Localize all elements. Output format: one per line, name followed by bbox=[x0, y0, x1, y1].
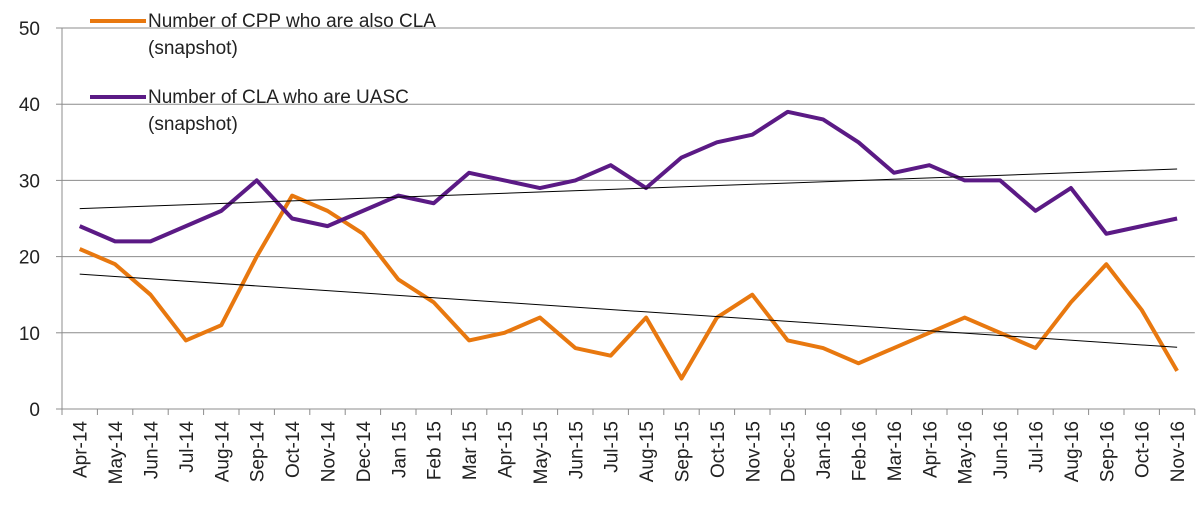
x-tick-label: Dec-15 bbox=[779, 421, 800, 482]
x-tick-label: Aug-14 bbox=[212, 421, 233, 483]
x-tick-label: Feb 15 bbox=[425, 421, 446, 480]
x-tick-label: Nov-16 bbox=[1168, 421, 1189, 482]
x-tick-label: Jul-16 bbox=[1027, 421, 1048, 473]
x-tick-label: Jun-14 bbox=[142, 421, 163, 480]
x-tick-label: Jan 15 bbox=[389, 421, 410, 478]
x-tick-label: Aug-15 bbox=[637, 421, 658, 482]
y-tick-label: 30 bbox=[19, 171, 40, 192]
legend-label: Number of CPP who are also CLA (snapshot… bbox=[148, 11, 435, 59]
x-tick-label: Sep-16 bbox=[1097, 421, 1118, 482]
x-tick-label: Jan-16 bbox=[814, 421, 835, 479]
x-tick-label: May-15 bbox=[531, 421, 552, 484]
y-tick-label: 0 bbox=[29, 400, 40, 421]
x-tick-label: Apr-14 bbox=[71, 421, 92, 478]
x-tick-label: Jun-16 bbox=[991, 421, 1012, 479]
x-tick-label: Sep-14 bbox=[248, 421, 269, 483]
legend-label: Number of CLA who are UASC (snapshot) bbox=[148, 87, 409, 135]
x-tick-label: Dec-14 bbox=[354, 421, 375, 483]
y-tick-label: 50 bbox=[19, 19, 40, 40]
x-tick-label: Mar 15 bbox=[460, 421, 481, 480]
x-tick-label: Nov-15 bbox=[743, 421, 764, 482]
legend-swatch bbox=[90, 19, 146, 23]
x-tick-label: Aug-16 bbox=[1062, 421, 1083, 482]
line-series bbox=[78, 109, 1178, 244]
x-tick-label: Apr-15 bbox=[496, 421, 517, 478]
x-tick-label: May-16 bbox=[956, 421, 977, 484]
y-tick-label: 40 bbox=[19, 95, 40, 116]
trendline bbox=[79, 273, 1178, 348]
x-tick-label: Jun-15 bbox=[566, 421, 587, 479]
x-tick-label: Apr-16 bbox=[920, 421, 941, 478]
legend-swatch bbox=[90, 95, 146, 99]
y-tick-label: 20 bbox=[19, 248, 40, 269]
x-tick-label: Oct-14 bbox=[283, 421, 304, 478]
x-tick-label: Oct-15 bbox=[708, 421, 729, 478]
x-tick-label: Feb-16 bbox=[850, 421, 871, 481]
x-tick-label: May-14 bbox=[106, 421, 127, 485]
x-tick-label: Oct-16 bbox=[1133, 421, 1154, 478]
x-tick-label: Sep-15 bbox=[673, 421, 694, 482]
trendline bbox=[79, 168, 1178, 210]
x-tick-label: Jul-15 bbox=[602, 421, 623, 473]
line-series bbox=[78, 193, 1179, 381]
x-tick-label: Mar-16 bbox=[885, 421, 906, 481]
x-tick-label: Jul-14 bbox=[177, 421, 198, 473]
y-tick-label: 10 bbox=[19, 324, 40, 345]
x-tick-label: Nov-14 bbox=[319, 421, 340, 483]
